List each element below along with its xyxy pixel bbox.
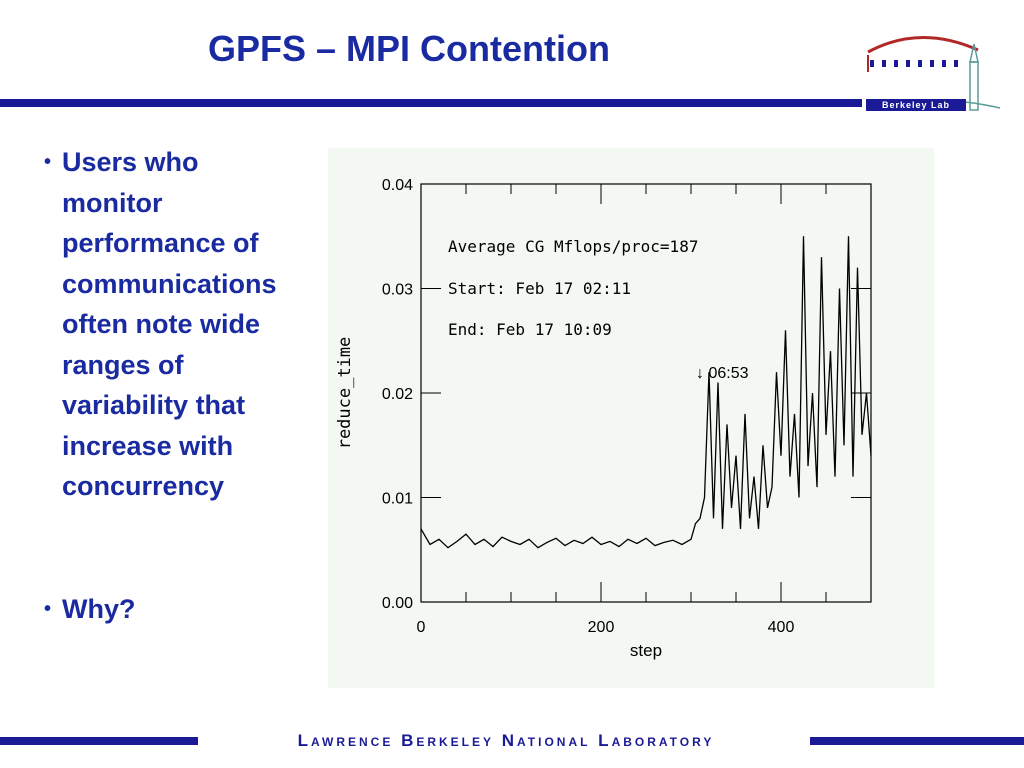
bullet-text: Users who monitor performance of communi… (62, 147, 277, 501)
chart-panel: 0.00 0.01 0.02 0.03 0.04 0 200 400 Average CG … (328, 148, 934, 688)
bullet-list: • Users who monitor performance of commu… (44, 142, 344, 629)
y-tick-label: 0.01 (382, 491, 413, 508)
y-axis-ticks: 0.00 0.01 0.02 0.03 0.04 (382, 177, 871, 612)
logo-text: Berkeley Lab (866, 99, 966, 111)
y-axis-label: reduce_time (335, 337, 355, 450)
x-tick-label: 400 (768, 619, 795, 636)
footer-right-bar (810, 737, 1024, 745)
footer-left-bar (0, 737, 198, 745)
y-tick-label: 0.04 (382, 177, 413, 194)
footer-text: Lawrence Berkeley National Laboratory (297, 731, 715, 750)
series-line (420, 236, 872, 549)
annotation-average: Average CG Mflops/proc=187 (448, 237, 698, 256)
berkeley-lab-logo (867, 36, 1001, 111)
bullet-dot-icon: • (44, 151, 52, 173)
x-tick-label: 0 (417, 619, 426, 636)
reduce-time-chart: 0.00 0.01 0.02 0.03 0.04 0 200 400 Average CG … (335, 177, 872, 660)
x-axis-ticks: 0 200 400 (417, 184, 872, 636)
annotation-arrow: ↓ 06:53 (696, 365, 749, 382)
slide-title: GPFS – MPI Contention (208, 28, 610, 69)
x-tick-label: 200 (588, 619, 615, 636)
bullet-item: • Why? (44, 589, 344, 630)
y-tick-label: 0.02 (382, 386, 413, 403)
bullet-text: Why? (62, 593, 136, 624)
y-tick-label: 0.03 (382, 282, 413, 299)
annotation-start: Start: Feb 17 02:11 (448, 279, 631, 298)
bullet-item: • Users who monitor performance of commu… (44, 142, 344, 507)
bullet-dot-icon: • (44, 597, 52, 620)
annotation-end: End: Feb 17 10:09 (448, 320, 612, 339)
y-tick-label: 0.00 (382, 595, 413, 612)
x-axis-label: step (630, 641, 662, 660)
header-bar (0, 99, 862, 107)
